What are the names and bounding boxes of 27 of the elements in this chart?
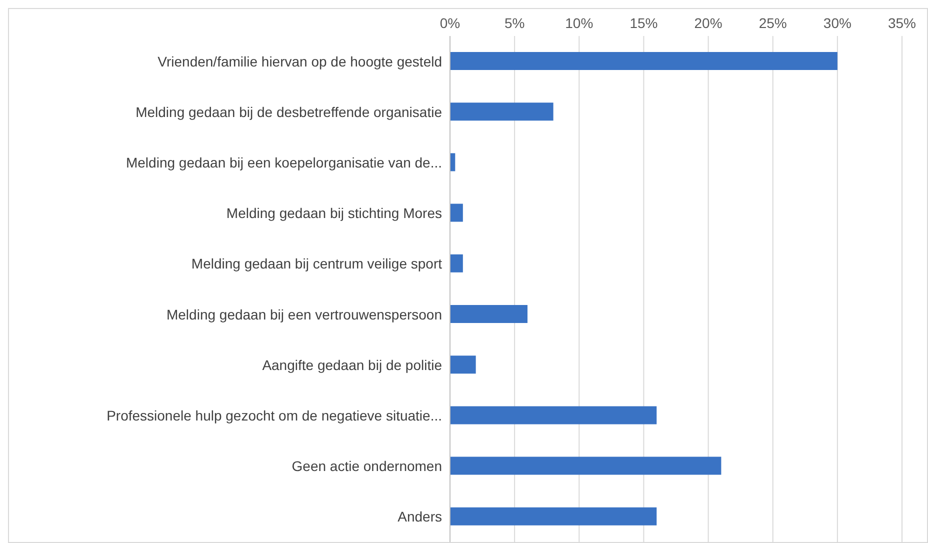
- bar: [450, 305, 528, 323]
- y-tick-label: Vrienden/familie hiervan op de hoogte gesteld: [158, 53, 442, 70]
- x-tick-label: 5%: [504, 15, 525, 31]
- y-tick-label: Aangifte gedaan bij de politie: [262, 356, 442, 373]
- bar: [450, 507, 657, 526]
- y-tick-label: Melding gedaan bij een vertrouwenspersoon: [166, 306, 442, 322]
- bar: [450, 456, 722, 475]
- bar: [450, 102, 554, 121]
- bar: [450, 406, 657, 424]
- y-tick-label: Melding gedaan bij stichting Mores: [226, 205, 442, 222]
- y-tick-label: Anders: [398, 508, 442, 525]
- x-tick-label: 20%: [694, 15, 722, 31]
- x-tick-label: 15%: [630, 15, 658, 31]
- y-tick-label: Professionele hulp gezocht om de negatieve situatie...: [106, 407, 442, 424]
- bar: [450, 204, 463, 222]
- x-tick-label: 10%: [565, 15, 594, 31]
- bar: [450, 254, 463, 272]
- x-tick-label: 0%: [440, 15, 460, 31]
- y-tick-label: Melding gedaan bij een koepelorganisatie van de...: [126, 154, 442, 170]
- x-tick-label: 30%: [823, 15, 852, 31]
- x-tick-label: 25%: [758, 15, 787, 31]
- y-tick-label: Melding gedaan bij de desbetreffende organisatie: [136, 104, 442, 120]
- y-tick-label: Melding gedaan bij centrum veilige sport: [191, 256, 442, 272]
- bar: [450, 356, 476, 374]
- x-tick-label: 35%: [888, 15, 916, 31]
- bar: [450, 52, 838, 70]
- y-tick-label: Geen actie ondernomen: [292, 458, 442, 474]
